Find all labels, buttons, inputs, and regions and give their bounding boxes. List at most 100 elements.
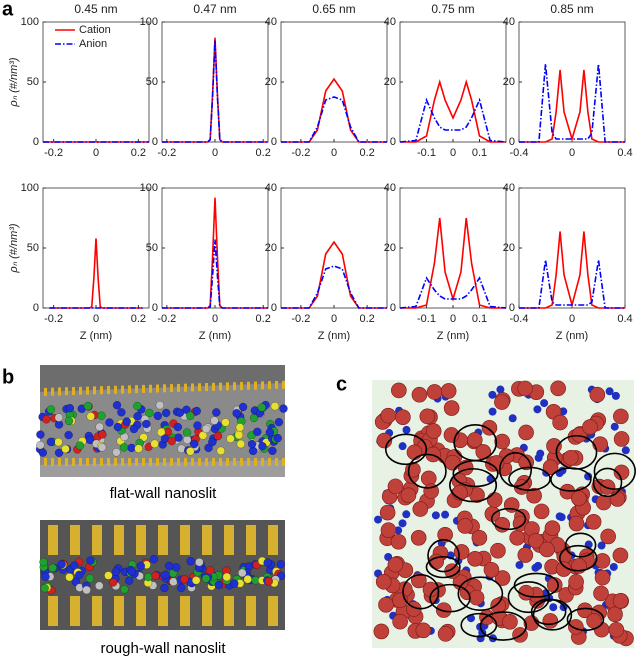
x-tick-label: 0 — [93, 313, 99, 325]
ion — [144, 572, 153, 582]
subplot-title: 0.47 nm — [193, 2, 236, 16]
wall-atom — [44, 387, 47, 396]
y-tick-label: 20 — [384, 242, 396, 254]
wall-atom — [51, 387, 54, 396]
cation-atom — [490, 542, 506, 559]
series-line — [400, 79, 506, 143]
anion-atom — [610, 422, 619, 431]
ion — [133, 401, 142, 411]
cation-atom — [411, 386, 428, 403]
wall-atom — [128, 458, 131, 466]
wall-atom — [163, 458, 166, 466]
wall-atom — [170, 384, 173, 393]
wall-atom — [158, 525, 168, 555]
cation-atom — [426, 384, 443, 400]
wall-atom — [135, 458, 138, 466]
cation-atom — [612, 547, 629, 564]
wall-atom — [121, 458, 124, 466]
cation-atom — [563, 449, 579, 466]
cluster-ring — [425, 555, 461, 579]
ion — [201, 424, 211, 434]
y-tick-label: 50 — [27, 76, 39, 88]
cation-atom — [518, 454, 534, 471]
wall-atom — [156, 384, 159, 393]
wall-atom — [254, 381, 257, 390]
x-tick-label: 0 — [212, 147, 218, 159]
wall-atom — [114, 596, 124, 626]
ion — [145, 408, 154, 418]
ion — [192, 406, 201, 416]
ion — [142, 419, 151, 429]
x-tick-label: 0.1 — [472, 313, 487, 325]
cation-atom — [594, 553, 611, 569]
ion — [86, 412, 95, 421]
ion — [186, 411, 195, 420]
axes-frame — [280, 187, 388, 309]
ion — [195, 557, 204, 567]
wall-atom — [48, 596, 58, 626]
ion — [54, 413, 64, 422]
ion — [222, 572, 232, 582]
ion — [75, 570, 84, 580]
ion — [161, 408, 171, 418]
ion — [70, 561, 79, 570]
wall-atom — [212, 458, 215, 466]
x-tick-label: -0.4 — [510, 313, 529, 325]
x-axis-label: Z (nm) — [437, 330, 469, 342]
ion — [191, 576, 201, 585]
wall-atom — [226, 382, 229, 391]
ion — [182, 428, 192, 437]
x-tick-label: 0 — [331, 147, 337, 159]
ion — [112, 448, 121, 457]
ion — [190, 439, 199, 449]
ion — [46, 437, 56, 447]
ion — [253, 427, 262, 437]
cation-atom — [412, 501, 429, 517]
cluster-ring — [592, 467, 623, 498]
anion-atom — [609, 562, 618, 571]
wall-atom — [58, 458, 61, 466]
wall-atom — [282, 458, 285, 466]
cation-atom — [599, 479, 616, 495]
ion — [183, 435, 192, 444]
cation-atom — [471, 530, 488, 546]
panel-label: a — [2, 0, 14, 20]
wall-atom — [268, 525, 278, 555]
y-tick-label: 100 — [21, 16, 39, 28]
x-tick-label: 0.1 — [472, 147, 487, 159]
cation-atom — [378, 597, 394, 613]
series-line — [49, 238, 143, 309]
ion — [164, 561, 174, 571]
subplot-title: 0.45 nm — [74, 2, 117, 16]
y-tick-label: 40 — [265, 16, 277, 28]
ion — [212, 408, 221, 417]
ion — [265, 428, 275, 437]
wall-atom — [79, 458, 82, 466]
wall-atom — [275, 458, 278, 466]
cluster-ring — [460, 612, 498, 638]
cation-atom — [607, 606, 623, 623]
wall-atom — [51, 458, 54, 466]
flat-wall-molecules — [35, 380, 288, 466]
x-tick-label: 0.2 — [131, 147, 146, 159]
wall-atom — [86, 458, 89, 466]
ion — [40, 584, 49, 593]
cation-atom — [546, 438, 562, 454]
cluster-ring — [490, 507, 527, 531]
cluster-ring — [427, 539, 460, 573]
cation-atom — [528, 532, 544, 549]
cation-atom — [391, 382, 407, 399]
wall-atom — [93, 386, 96, 395]
x-tick-label: -0.2 — [44, 147, 63, 159]
series-line — [162, 239, 268, 309]
series-line — [281, 96, 387, 143]
cation-atom — [600, 528, 616, 545]
wall-atom — [114, 385, 117, 394]
series-line — [399, 97, 507, 143]
ion — [65, 572, 74, 582]
wall-atom — [219, 382, 222, 391]
wall-atom — [121, 385, 124, 394]
wall-atom — [233, 458, 236, 466]
cluster-ring — [507, 581, 551, 614]
